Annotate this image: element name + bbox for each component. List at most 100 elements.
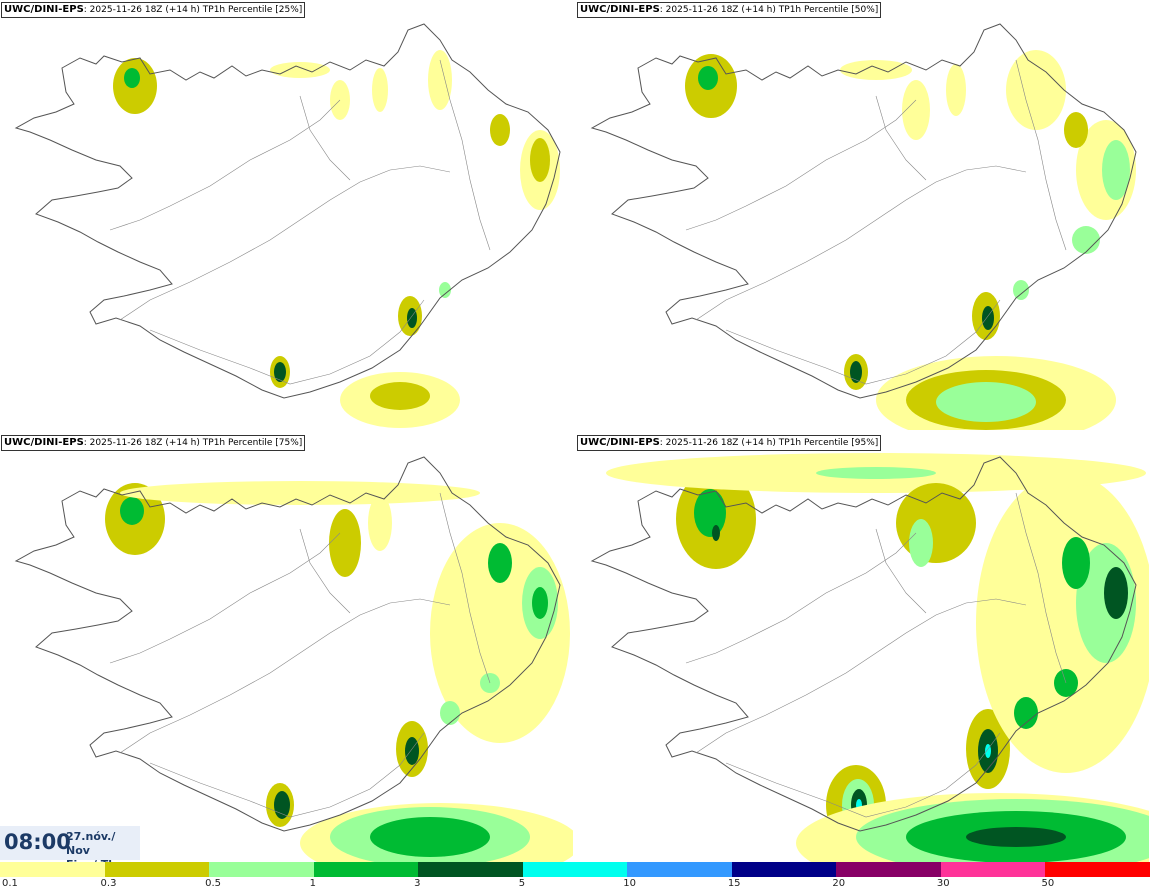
precip-area xyxy=(270,62,330,78)
colorbar-segment xyxy=(209,862,314,877)
road-line xyxy=(109,99,341,231)
coastline xyxy=(14,23,561,399)
road-line xyxy=(439,59,491,251)
colorbar-tick-label: 0.1 xyxy=(2,878,18,889)
road-line xyxy=(149,299,425,385)
precip-layer xyxy=(105,481,573,863)
precip-area xyxy=(120,481,480,505)
colorbar-tick-label: 0.3 xyxy=(100,878,117,889)
precip-area xyxy=(850,361,862,383)
valid-time-box: 08:00 27.nóv./ Nov Fim./ Thu xyxy=(0,826,140,871)
precip-area xyxy=(530,138,550,182)
precip-area xyxy=(405,737,419,765)
colorbar-tick-label: 1 xyxy=(309,878,316,889)
road-line xyxy=(1015,59,1067,251)
colorbar-segment xyxy=(522,862,628,877)
precip-area xyxy=(909,519,933,567)
road-line xyxy=(109,532,341,664)
panel-divider xyxy=(0,431,1150,433)
precip-map-p50 xyxy=(590,23,1137,430)
coastline xyxy=(14,456,561,832)
precip-area xyxy=(428,50,452,110)
precip-area xyxy=(124,68,140,88)
road-line xyxy=(299,528,351,614)
colorbar-segment xyxy=(627,862,732,877)
colorbar-segment xyxy=(104,862,210,877)
product-name: TP1h Percentile [25%] xyxy=(202,5,303,15)
road-line xyxy=(695,165,1027,321)
colorbar-tick-label: 30 xyxy=(936,878,950,889)
product-name: TP1h Percentile [75%] xyxy=(202,438,303,448)
colorbar-segment xyxy=(418,862,523,877)
run-time: 2025-11-26 18Z (+14 h) xyxy=(89,5,200,15)
coastline xyxy=(590,23,1137,399)
product-name: TP1h Percentile [50%] xyxy=(778,5,879,15)
road-line xyxy=(695,598,1027,754)
precip-area xyxy=(1064,112,1088,148)
product-name: TP1h Percentile [95%] xyxy=(778,438,879,448)
iceland-outline xyxy=(590,456,1137,832)
precip-area xyxy=(370,382,430,410)
precip-map-p25 xyxy=(14,23,561,428)
precip-area xyxy=(1014,697,1038,729)
colorbar-tick-label: 5 xyxy=(518,878,526,889)
colorbar-tick-label: 50 xyxy=(1041,878,1055,889)
coastline xyxy=(590,456,1137,832)
colorbar-tick-label: 0.5 xyxy=(205,878,221,889)
colorbar-segment xyxy=(0,862,105,877)
valid-date-line: 27.nóv./ Nov xyxy=(66,830,116,857)
precip-area xyxy=(712,525,720,541)
colorbar-segment xyxy=(940,862,1046,877)
precip-area xyxy=(1104,567,1128,619)
valid-time-clock: 08:00 xyxy=(4,830,71,854)
map-panel-p50: UWC/DINI-EPS: 2025-11-26 18Z (+14 h) TP1… xyxy=(576,0,1149,430)
colorbar-segment xyxy=(731,862,837,877)
colorbar-ticks: 0.1 0.3 0.5 1 3 5 10 15 20 30 50 xyxy=(0,877,1150,891)
precip-area xyxy=(694,489,726,537)
precip-map-p95 xyxy=(590,453,1149,863)
panel-header: UWC/DINI-EPS: 2025-11-26 18Z (+14 h) TP1… xyxy=(577,435,882,451)
road-line xyxy=(439,492,491,684)
road-line xyxy=(685,532,917,664)
road-line xyxy=(725,299,1001,385)
model-name: UWC/DINI-EPS xyxy=(4,437,84,448)
run-time: 2025-11-26 18Z (+14 h) xyxy=(89,438,200,448)
precip-area xyxy=(439,282,451,298)
precip-area xyxy=(1006,50,1066,130)
precip-area xyxy=(1102,140,1130,200)
iceland-outline xyxy=(590,23,1137,399)
colorbar-segment xyxy=(1045,862,1150,877)
road-line xyxy=(119,165,451,321)
precip-area xyxy=(840,60,912,80)
panel-header: UWC/DINI-EPS: 2025-11-26 18Z (+14 h) TP1… xyxy=(577,2,882,18)
colorbar-tick-label: 15 xyxy=(727,878,741,889)
precip-colorbar xyxy=(0,862,1150,877)
precip-area xyxy=(1072,226,1100,254)
precip-area xyxy=(946,64,966,116)
precip-area xyxy=(902,80,930,140)
map-panel-p25: UWC/DINI-EPS: 2025-11-26 18Z (+14 h) TP1… xyxy=(0,0,573,430)
precip-map-p75 xyxy=(14,456,573,863)
model-name: UWC/DINI-EPS xyxy=(580,4,660,15)
map-panel-p95: UWC/DINI-EPS: 2025-11-26 18Z (+14 h) TP1… xyxy=(576,433,1149,863)
iceland-outline xyxy=(14,456,561,832)
precip-area xyxy=(440,701,460,725)
precip-area xyxy=(372,68,388,112)
precip-area xyxy=(982,306,994,330)
map-panel-p75: UWC/DINI-EPS: 2025-11-26 18Z (+14 h) TP1… xyxy=(0,433,573,863)
precip-area xyxy=(816,467,936,479)
model-name: UWC/DINI-EPS xyxy=(580,437,660,448)
precip-layer xyxy=(113,50,560,428)
road-line xyxy=(875,528,927,614)
precip-area xyxy=(1062,537,1090,589)
colorbar-tick-label: 20 xyxy=(832,878,846,889)
road-line xyxy=(119,598,451,754)
precip-area xyxy=(1013,280,1029,300)
road-line xyxy=(149,732,425,818)
run-time: 2025-11-26 18Z (+14 h) xyxy=(665,438,776,448)
road-line xyxy=(1015,492,1067,684)
precip-area xyxy=(329,509,361,577)
panel-header: UWC/DINI-EPS: 2025-11-26 18Z (+14 h) TP1… xyxy=(1,435,306,451)
precip-area xyxy=(488,543,512,583)
model-name: UWC/DINI-EPS xyxy=(4,4,84,15)
